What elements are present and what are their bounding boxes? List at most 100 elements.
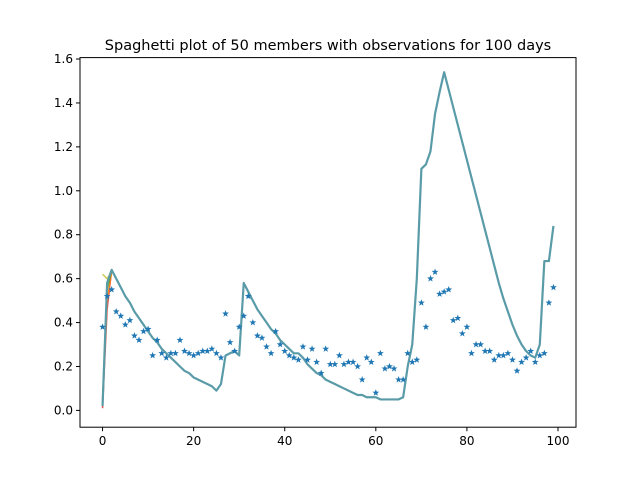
observation-marker [285,351,293,359]
observation-marker [509,356,516,363]
observation-marker [203,347,211,355]
observation-marker [358,376,366,383]
observation-marker [276,340,284,348]
observation-marker [217,354,225,361]
observation-marker [518,358,525,365]
observation-marker [222,310,229,317]
observation-marker [390,365,398,372]
observation-marker [481,347,489,355]
observation-marker [376,349,384,357]
observation-marker [326,360,334,368]
observation-marker [367,358,375,365]
observation-marker [363,354,371,361]
y-tick-label: 0.0 [54,403,73,417]
observation-marker [181,347,188,355]
observation-marker [212,349,220,357]
observation-marker [208,345,216,352]
x-tick-label: 100 [547,434,570,448]
observation-marker [162,354,170,361]
observation-marker [249,318,257,326]
y-tick-label: 0.6 [54,272,73,286]
axes-frame [79,57,577,428]
observation-marker [153,336,161,344]
observation-marker [463,323,471,330]
y-tick-label: 0.8 [54,228,73,242]
observation-marker [540,349,548,357]
observation-marker [258,334,266,341]
observation-marker [335,351,343,359]
observation-marker [372,389,380,396]
observation-marker [408,358,416,365]
observation-marker [167,349,175,357]
observation-marker [449,316,457,324]
y-tick-label: 0.2 [54,359,73,373]
observation-marker [386,362,393,370]
observation-marker [531,358,539,365]
observation-marker [381,365,389,372]
observation-marker [317,369,325,376]
observation-marker [172,349,179,357]
observation-marker [331,360,339,368]
y-tick-label: 1.2 [54,140,73,154]
observation-marker [458,329,466,337]
y-tick-label: 1.0 [54,184,73,198]
observation-marker [281,347,289,355]
observation-marker [345,358,352,365]
observation-marker [194,349,202,357]
observation-marker [290,354,298,361]
observation-marker [190,351,198,359]
x-tick-label: 80 [459,434,474,448]
observation-marker [340,360,348,368]
observation-marker [422,323,430,330]
observation-marker [322,345,330,352]
observation-marker [454,314,462,322]
observation-marker [486,347,494,355]
observation-marker [399,376,407,383]
y-tick-label: 1.4 [54,96,73,110]
members-line [101,71,555,407]
y-axis: 0.0 0.2 0.4 0.6 0.8 1.0 1.2 1.4 1.6 [54,52,80,417]
observation-marker [158,349,166,357]
observation-marker [504,349,512,357]
observation-marker [253,332,261,339]
observation-marker [349,358,357,365]
x-axis: 0 20 40 60 80 100 [99,427,570,448]
observation-marker [545,299,553,306]
observation-marker [149,351,157,359]
observation-marker [112,307,120,315]
observation-marker [308,345,316,352]
observation-marker [395,376,403,383]
observation-marker [144,325,152,333]
observation-marker [550,283,557,291]
observation-marker [140,327,147,335]
y-tick-label: 1.6 [54,52,73,66]
observation-marker [427,275,434,282]
observation-marker [117,312,125,319]
observation-marker [431,268,439,275]
observation-marker [272,327,280,335]
observation-marker [440,288,448,295]
observation-marker [477,340,484,348]
chart-title: Spaghetti plot of 50 members with observ… [105,38,551,54]
x-tick-label: 20 [186,434,201,448]
y-tick-label: 0.4 [54,316,73,330]
observation-marker [231,347,239,355]
observation-marker [126,316,134,324]
observation-marker [313,358,321,365]
observation-marker [417,299,425,306]
observation-marker [404,349,412,357]
observation-marker [522,354,530,361]
plot-area [99,71,557,409]
observation-marker [536,351,544,359]
observation-marker [263,343,270,350]
observation-marker [413,356,421,363]
observation-marker [176,336,184,344]
observation-marker [244,292,252,300]
x-tick-label: 60 [368,434,383,448]
observation-marker [121,321,129,328]
observation-marker [495,351,503,359]
observation-marker [294,356,302,363]
observation-marker [226,338,234,346]
